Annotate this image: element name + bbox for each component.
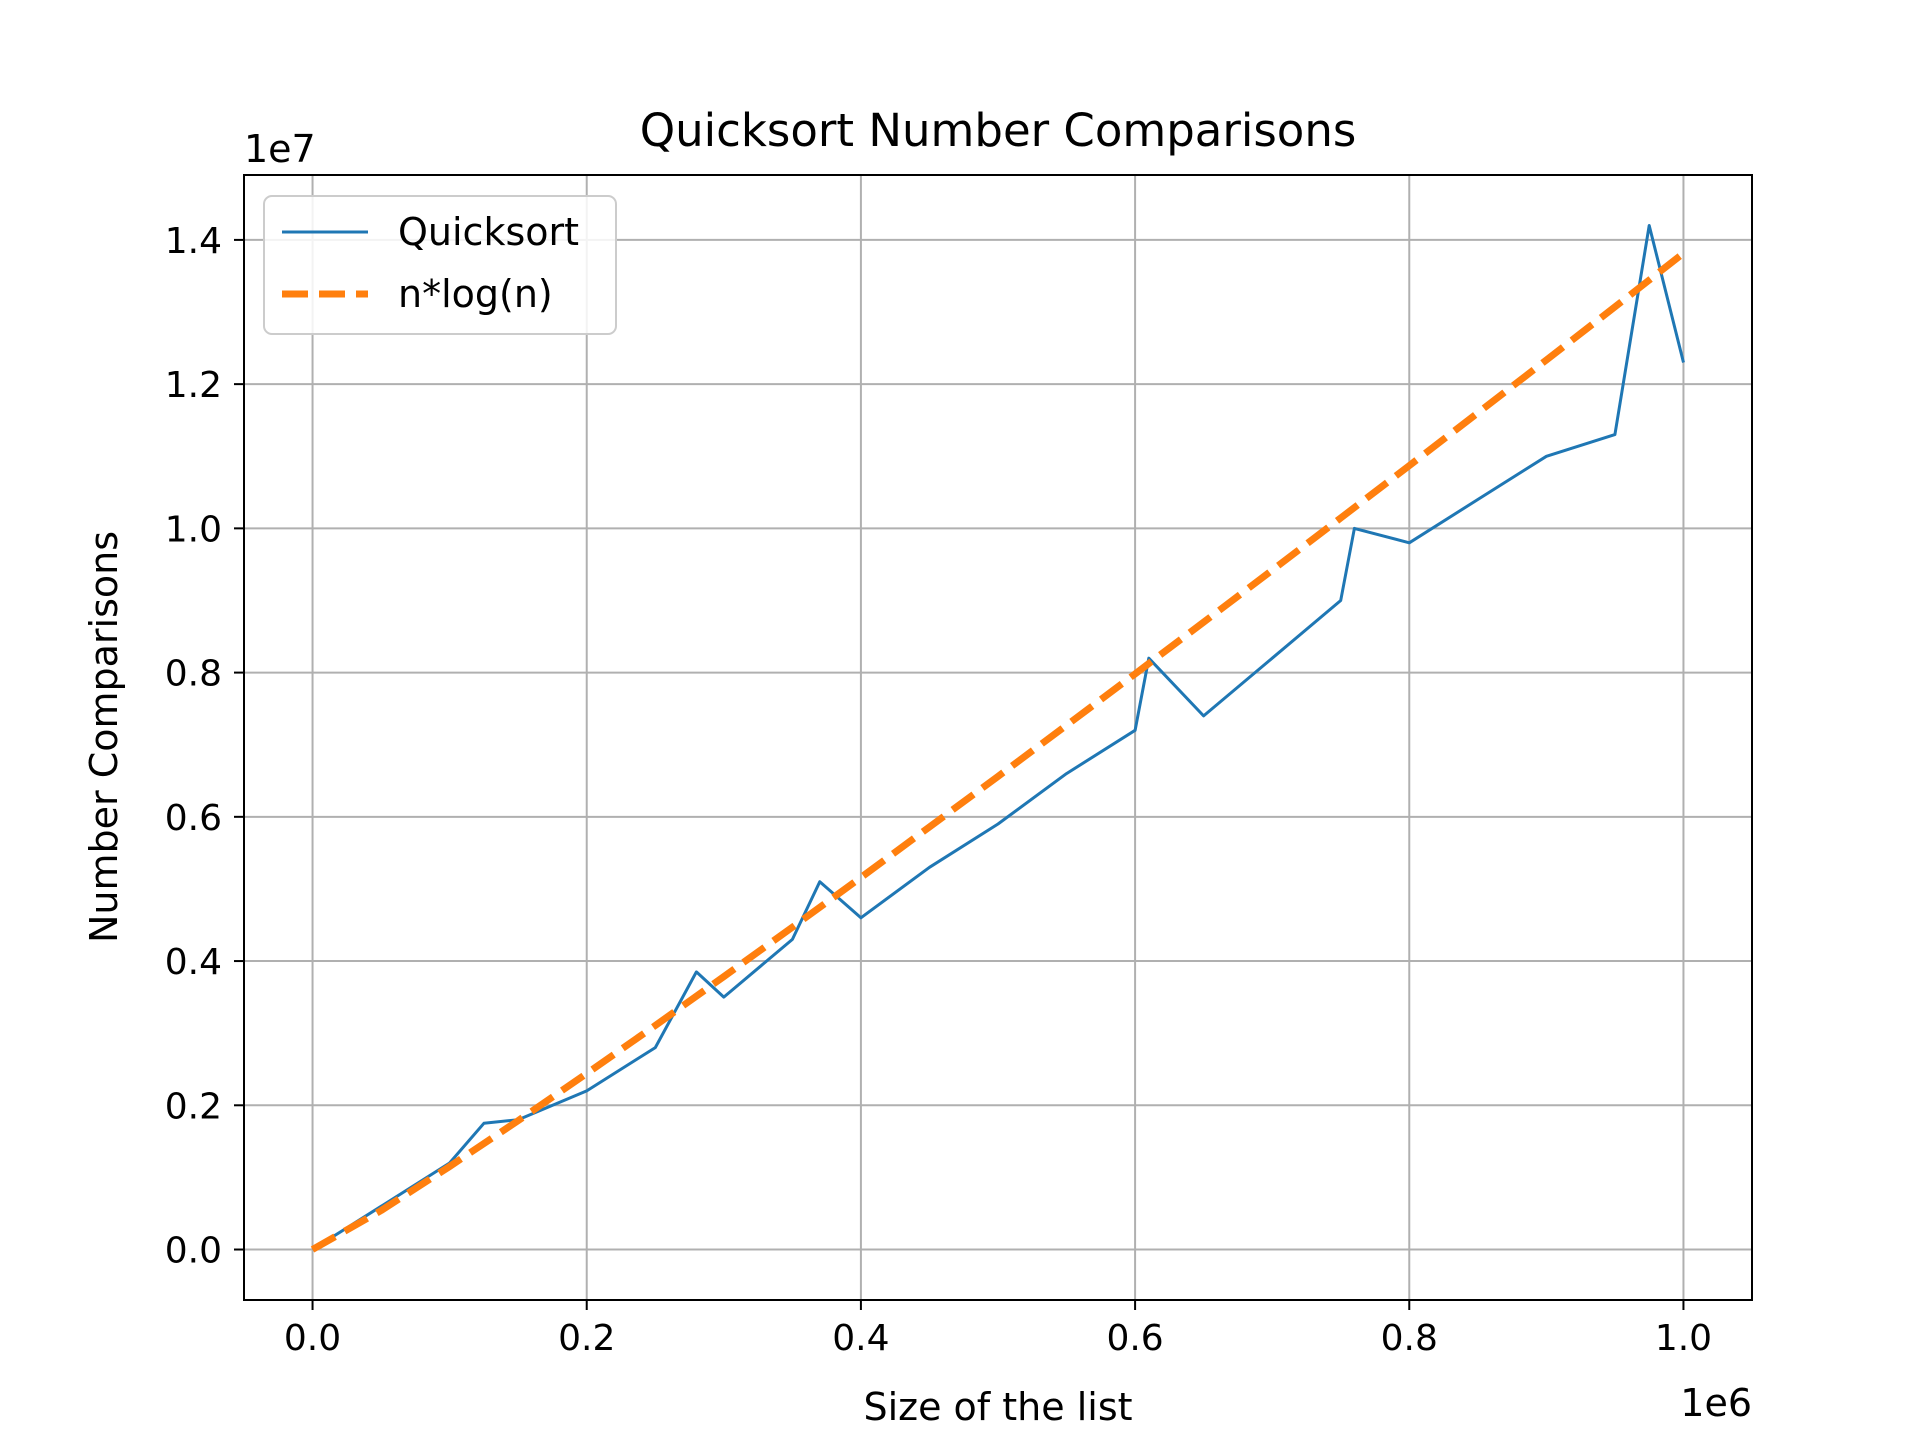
series-line-quicksort — [311, 224, 1685, 1251]
x-tick-label: 0.4 — [832, 1318, 889, 1359]
x-tick-label: 0.2 — [558, 1318, 615, 1359]
y-tick-label: 0.6 — [165, 798, 222, 839]
chart-title: Quicksort Number Comparisons — [640, 104, 1357, 157]
axis-ticks: 0.0 0.2 0.4 0.6 0.8 1.0 0.0 0.2 0.4 0.6 0.8 1.0 1.2 1… — [165, 221, 1712, 1359]
grid-lines — [244, 175, 1752, 1300]
y-tick-label: 0.8 — [165, 654, 222, 695]
y-tick-label: 0.2 — [165, 1086, 222, 1127]
y-tick-label: 1.0 — [165, 509, 222, 550]
x-tick-label: 0.0 — [284, 1318, 341, 1359]
y-axis-label: Number Comparisons — [82, 531, 126, 943]
y-tick-label: 0.4 — [165, 942, 222, 983]
x-tick-label: 1.0 — [1655, 1318, 1712, 1359]
plot-series — [310, 224, 1686, 1253]
y-tick-label: 1.4 — [165, 221, 222, 262]
series-line-nlogn — [310, 250, 1686, 1253]
x-axis-offset-label: 1e6 — [1680, 1381, 1752, 1425]
legend-label-quicksort: Quicksort — [398, 210, 579, 254]
legend: Quicksort n*log(n) — [263, 195, 617, 335]
legend-label-nlogn: n*log(n) — [398, 272, 553, 316]
x-tick-label: 0.8 — [1381, 1318, 1438, 1359]
axes-frame — [243, 174, 1753, 1301]
x-axis-label: Size of the list — [863, 1385, 1132, 1429]
y-axis-offset-label: 1e7 — [244, 127, 316, 171]
y-tick-label: 0.0 — [165, 1231, 222, 1272]
y-tick-label: 1.2 — [165, 365, 222, 406]
x-tick-label: 0.6 — [1106, 1318, 1163, 1359]
